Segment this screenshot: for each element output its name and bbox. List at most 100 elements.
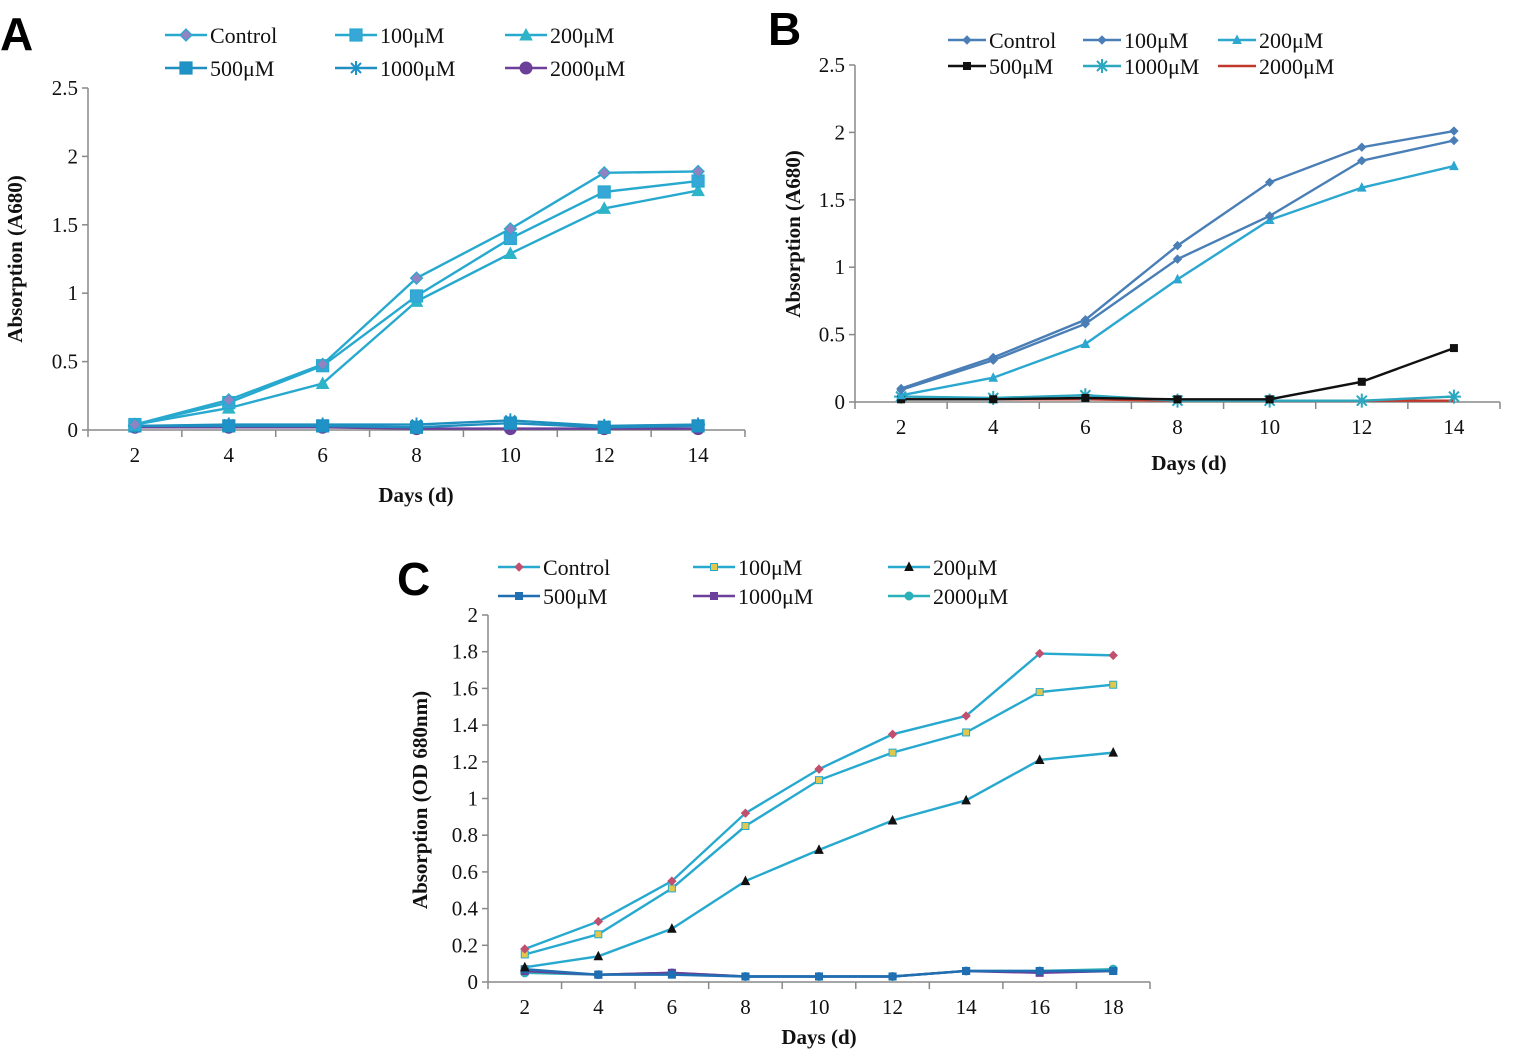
y-tick-label: 1 bbox=[68, 281, 79, 305]
x-tick-label: 14 bbox=[688, 443, 710, 467]
x-tick-label: 18 bbox=[1103, 995, 1124, 1019]
data-point bbox=[503, 246, 518, 260]
data-point bbox=[962, 966, 971, 975]
data-point bbox=[594, 970, 603, 979]
x-tick-label: 14 bbox=[956, 995, 978, 1019]
legend-label: 500μM bbox=[210, 56, 274, 81]
data-point bbox=[519, 961, 530, 972]
legend-label: 1000μM bbox=[380, 56, 455, 81]
data-point bbox=[1081, 393, 1090, 402]
data-point bbox=[988, 352, 998, 363]
legend-item: 500μM bbox=[498, 584, 607, 609]
legend-label: 2000μM bbox=[550, 56, 625, 81]
y-tick-label: 1.6 bbox=[452, 676, 478, 700]
legend-label: 500μM bbox=[543, 584, 607, 609]
x-tick-label: 12 bbox=[1351, 415, 1372, 439]
data-point bbox=[740, 808, 751, 818]
x-tick-label: 10 bbox=[809, 995, 830, 1019]
x-tick-label: 4 bbox=[988, 415, 999, 439]
data-point bbox=[597, 165, 612, 180]
series-200m bbox=[128, 183, 705, 431]
data-point bbox=[503, 416, 517, 430]
x-tick-label: 4 bbox=[593, 995, 604, 1019]
series-line bbox=[524, 652, 1114, 951]
data-point bbox=[741, 972, 750, 981]
legend-marker bbox=[349, 28, 363, 42]
legend-marker bbox=[515, 592, 523, 600]
legend: Control 100μM 200μM 500μM 1000μM 2000μM bbox=[498, 555, 1008, 609]
data-point bbox=[594, 930, 603, 939]
data-point bbox=[1109, 680, 1118, 689]
data-point bbox=[1446, 389, 1461, 404]
data-point bbox=[815, 776, 823, 785]
legend-marker bbox=[519, 27, 533, 41]
y-tick-label: 0 bbox=[835, 390, 846, 414]
data-point bbox=[1172, 254, 1183, 264]
data-point bbox=[1449, 126, 1459, 136]
data-point bbox=[503, 222, 518, 236]
y-tick-label: 2 bbox=[468, 603, 479, 627]
data-point bbox=[1035, 688, 1044, 697]
legend-label: 1000μM bbox=[738, 584, 813, 609]
x-axis-label: Days (d) bbox=[1151, 451, 1226, 475]
data-point bbox=[1034, 754, 1045, 764]
series-200m bbox=[896, 160, 1459, 400]
y-tick-label: 1.8 bbox=[452, 640, 478, 664]
data-point bbox=[961, 711, 971, 721]
data-point bbox=[667, 876, 677, 886]
legend-label: 200μM bbox=[1259, 28, 1323, 53]
data-point bbox=[667, 884, 676, 893]
legend-item: 2000μM bbox=[505, 56, 625, 81]
y-tick-label: 1.4 bbox=[452, 713, 479, 737]
series-line bbox=[134, 189, 699, 426]
data-point bbox=[691, 164, 705, 179]
data-point bbox=[520, 944, 530, 954]
legend-marker bbox=[962, 35, 972, 45]
data-point bbox=[1265, 395, 1274, 404]
x-tick-label: 8 bbox=[740, 995, 751, 1019]
data-point bbox=[128, 417, 142, 432]
data-point bbox=[740, 875, 751, 886]
data-point bbox=[1449, 344, 1458, 353]
series-500m bbox=[520, 965, 1118, 981]
y-tick-label: 0.4 bbox=[452, 897, 479, 921]
legend-marker bbox=[904, 591, 914, 601]
data-point bbox=[597, 420, 611, 434]
legend-item: 1000μM bbox=[1083, 54, 1199, 79]
x-tick-label: 6 bbox=[317, 443, 328, 467]
y-tick-label: 2.5 bbox=[52, 76, 78, 100]
legend-item: 100μM bbox=[335, 23, 444, 48]
data-point bbox=[691, 183, 705, 197]
data-point bbox=[888, 972, 897, 981]
data-point bbox=[989, 395, 998, 404]
x-tick-label: 10 bbox=[500, 443, 521, 467]
x-axis-label: Days (d) bbox=[378, 483, 453, 507]
y-tick-label: 1 bbox=[835, 255, 846, 279]
y-axis-label: Absorption (A680) bbox=[781, 150, 805, 317]
x-tick-label: 14 bbox=[1443, 415, 1465, 439]
data-point bbox=[409, 420, 424, 434]
legend-label: 100μM bbox=[1124, 28, 1188, 53]
data-point bbox=[409, 289, 424, 303]
data-point bbox=[888, 748, 897, 757]
x-tick-label: 16 bbox=[1029, 995, 1050, 1019]
series-control bbox=[520, 648, 1118, 954]
panel-letter: C bbox=[397, 553, 430, 605]
data-point bbox=[741, 822, 750, 831]
data-point bbox=[1449, 135, 1459, 146]
legend: Control 100μM 200μM 500μM 1000μM 2000μM bbox=[948, 28, 1334, 79]
data-point bbox=[896, 383, 906, 394]
y-tick-label: 0.5 bbox=[819, 323, 845, 347]
x-tick-label: 10 bbox=[1259, 415, 1280, 439]
legend-item: Control bbox=[498, 555, 610, 580]
legend-marker bbox=[179, 28, 193, 42]
x-axis-label: Days (d) bbox=[781, 1025, 856, 1049]
legend-item: 500μM bbox=[165, 56, 274, 81]
legend-label: Control bbox=[543, 555, 610, 580]
data-point bbox=[222, 419, 236, 433]
data-point bbox=[1034, 648, 1045, 659]
data-point bbox=[1357, 377, 1366, 386]
series-line bbox=[524, 751, 1114, 969]
legend-label: 1000μM bbox=[1124, 54, 1199, 79]
legend-marker bbox=[1097, 35, 1107, 45]
